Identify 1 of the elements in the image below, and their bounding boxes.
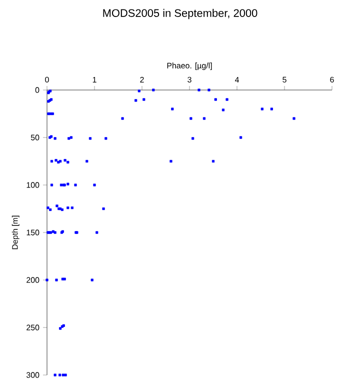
chart-title: MODS2005 in September, 2000 — [103, 8, 258, 20]
